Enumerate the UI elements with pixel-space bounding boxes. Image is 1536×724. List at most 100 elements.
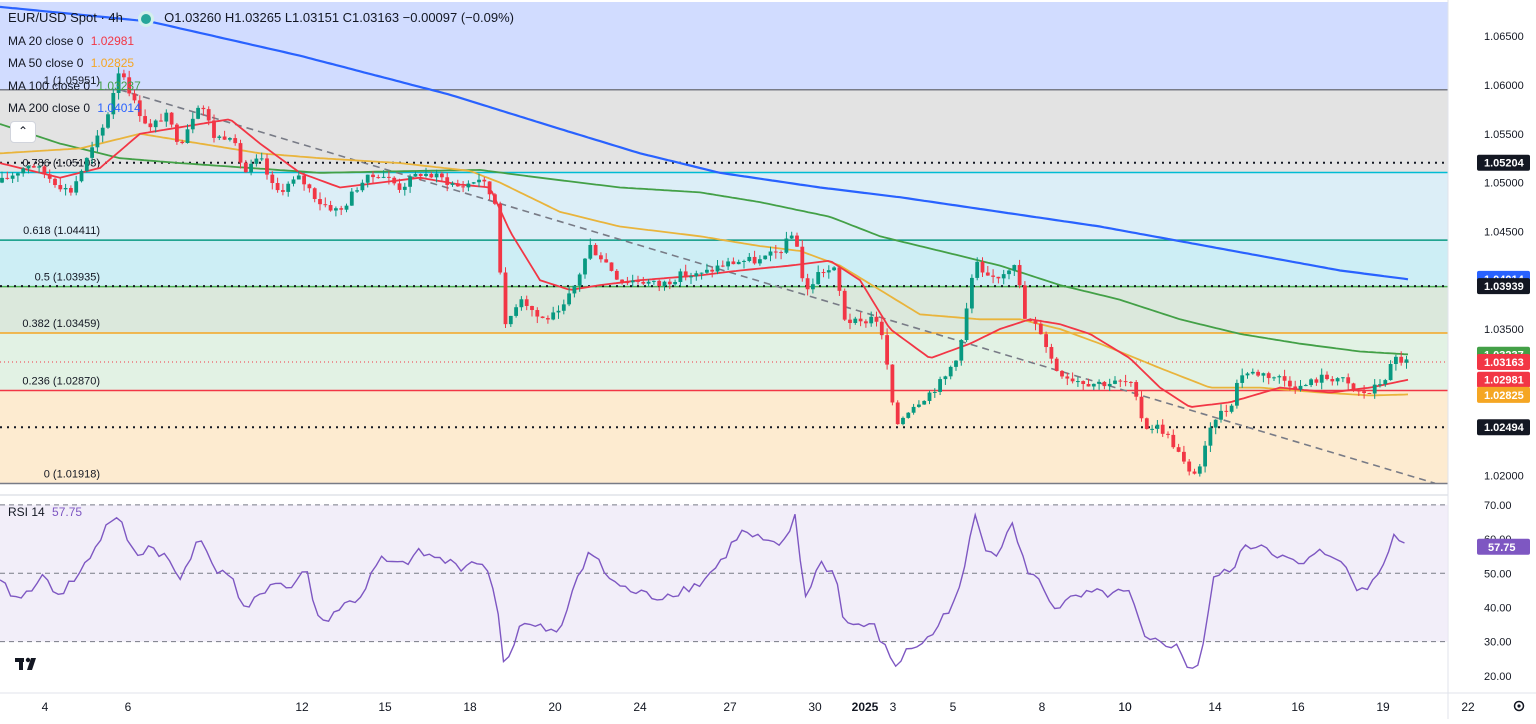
candle-body <box>626 282 630 283</box>
candle-body <box>43 166 47 174</box>
candle-body <box>334 208 338 210</box>
time-tick-label: 5 <box>950 700 957 714</box>
candle-body <box>149 123 153 127</box>
candle-body <box>1156 425 1160 429</box>
candle-body <box>504 273 508 325</box>
candle-body <box>822 272 826 273</box>
candle-body <box>636 281 640 282</box>
candle-body <box>551 312 555 319</box>
rsi-legend-label: RSI 14 <box>8 505 45 519</box>
time-tick-label: 22 <box>1461 700 1475 714</box>
candle-body <box>69 188 73 193</box>
fib-zone <box>0 90 1448 173</box>
tradingview-logo-icon[interactable] <box>14 654 40 674</box>
time-tick-label: 18 <box>463 700 477 714</box>
candle-body <box>1007 271 1011 275</box>
candle-body <box>541 317 545 318</box>
candle-body <box>371 175 375 177</box>
candle-body <box>239 143 243 163</box>
candle-body <box>424 174 428 176</box>
candle-body <box>1288 381 1292 387</box>
candle-body <box>615 271 619 280</box>
candle-body <box>1012 265 1016 271</box>
candle-body <box>838 267 842 290</box>
candle-body <box>1161 425 1165 434</box>
candle-body <box>1262 373 1266 375</box>
candle-body <box>663 282 667 286</box>
rsi-tick-label: 20.00 <box>1484 671 1512 683</box>
legend-ma100-value: 1.03237 <box>97 79 140 93</box>
candle-body <box>975 262 979 278</box>
candle-body <box>472 182 476 183</box>
candle-body <box>514 307 518 316</box>
legend-ma200-value: 1.04014 <box>97 101 140 115</box>
gear-icon[interactable] <box>1512 699 1526 713</box>
candle-body <box>1267 373 1271 378</box>
rsi-tick-label: 70.00 <box>1484 500 1512 512</box>
candle-body <box>1330 379 1334 381</box>
price-tick-label: 1.03500 <box>1484 324 1524 336</box>
legend-ma200-label: MA 200 close 0 <box>8 101 90 115</box>
candle-body <box>546 318 550 319</box>
legend-ma50[interactable]: MA 50 close 0 1.02825 <box>8 56 134 70</box>
candle-body <box>260 158 264 159</box>
candle-body <box>233 138 237 143</box>
candle-body <box>1060 371 1064 376</box>
legend-ma200[interactable]: MA 200 close 0 1.04014 <box>8 101 141 115</box>
candle-body <box>435 174 439 178</box>
candle-body <box>21 168 25 173</box>
candle-body <box>308 184 312 188</box>
candle-body <box>376 177 380 178</box>
candle-body <box>583 259 587 275</box>
candle-body <box>938 379 942 392</box>
fib-zone <box>0 391 1448 484</box>
candle-body <box>530 306 534 310</box>
candle-body <box>1214 420 1218 428</box>
time-tick-label: 2025 <box>852 700 879 714</box>
candle-body <box>270 175 274 183</box>
candle-body <box>1256 372 1260 376</box>
collapse-legend-button[interactable]: ⌃ <box>10 121 36 143</box>
candle-body <box>1044 334 1048 347</box>
candle-body <box>477 180 481 183</box>
candle-body <box>1177 447 1181 452</box>
symbol-title[interactable]: EUR/USD Spot · 4h <box>8 10 123 25</box>
candle-body <box>520 299 524 307</box>
candle-body <box>1346 377 1350 383</box>
candle-body <box>1224 411 1228 412</box>
candle-body <box>1108 384 1112 386</box>
candle-body <box>800 247 804 279</box>
candle-body <box>859 319 863 322</box>
time-tick-label: 10 <box>1118 700 1132 714</box>
candle-body <box>1235 383 1239 406</box>
candle-body <box>339 208 343 209</box>
rsi-legend[interactable]: RSI 14 57.75 <box>8 505 82 519</box>
candle-body <box>408 177 412 187</box>
fib-label: 0.5 (1.03935) <box>35 272 100 284</box>
price-badge-label: 1.03939 <box>1484 281 1524 293</box>
candle-body <box>843 291 847 320</box>
legend-ma100[interactable]: MA 100 close 0 1.03237 <box>8 79 141 93</box>
candle-body <box>1352 383 1356 390</box>
candle-body <box>726 261 730 266</box>
candle-body <box>567 293 571 304</box>
candle-body <box>869 317 873 324</box>
time-tick-label: 24 <box>633 700 647 714</box>
candle-body <box>498 204 502 273</box>
candle-body <box>880 322 884 335</box>
price-tick-label: 1.06500 <box>1484 31 1524 43</box>
fib-zone <box>0 240 1448 286</box>
candle-body <box>689 276 693 277</box>
candle-body <box>265 158 269 174</box>
candle-body <box>848 320 852 323</box>
candle-body <box>133 93 137 100</box>
market-status-icon <box>141 14 151 24</box>
candle-body <box>1209 428 1213 446</box>
candle-body <box>753 257 757 263</box>
candle-body <box>318 199 322 204</box>
candle-body <box>657 281 661 286</box>
candle-body <box>949 367 953 376</box>
legend-ma20[interactable]: MA 20 close 0 1.02981 <box>8 34 134 48</box>
